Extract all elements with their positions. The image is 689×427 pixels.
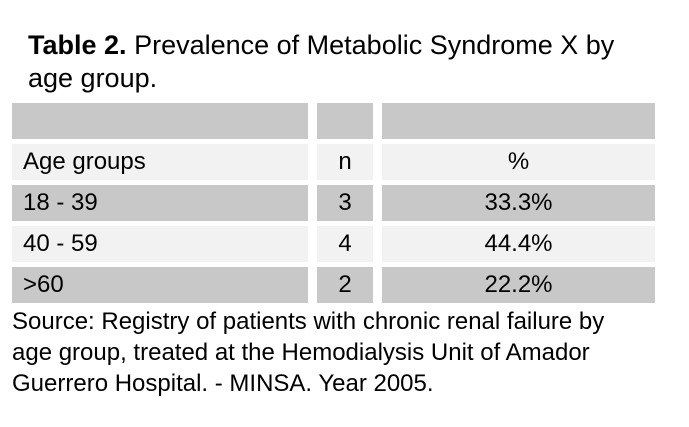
cell-age-group: >60 (12, 267, 308, 303)
header-cell-percent: % (382, 144, 655, 180)
table-caption-line2: age group. (28, 63, 158, 93)
cell-percent: 44.4% (382, 226, 655, 262)
table-spacer-row (12, 103, 655, 139)
prevalence-table: Age groups n % 18 - 39 3 33.3% 40 - 59 4… (12, 103, 655, 308)
table-caption-text: Prevalence of Metabolic Syndrome X by (134, 30, 615, 60)
header-cell-age-groups: Age groups (12, 144, 308, 180)
table-row: 18 - 39 3 33.3% (12, 185, 655, 221)
spacer-cell-percent (382, 103, 655, 139)
source-note-line: age group, treated at the Hemodialysis U… (12, 339, 590, 366)
cell-percent: 33.3% (382, 185, 655, 221)
source-note-line: Source: Registry of patients with chroni… (12, 308, 605, 335)
cell-percent: 22.2% (382, 267, 655, 303)
header-cell-n: n (317, 144, 373, 180)
source-note-line: Guerrero Hospital. - MINSA. Year 2005. (12, 370, 434, 397)
cell-n: 2 (317, 267, 373, 303)
source-note: Source: Registry of patients with chroni… (12, 306, 684, 399)
cell-n: 4 (317, 226, 373, 262)
spacer-cell-n (317, 103, 373, 139)
cell-n: 3 (317, 185, 373, 221)
spacer-cell-age (12, 103, 308, 139)
table-header-row: Age groups n % (12, 144, 655, 180)
table-caption: Table 2. Prevalence of Metabolic Syndrom… (28, 29, 676, 95)
table-caption-number: Table 2. (28, 30, 127, 60)
table-row: 40 - 59 4 44.4% (12, 226, 655, 262)
cell-age-group: 40 - 59 (12, 226, 308, 262)
cell-age-group: 18 - 39 (12, 185, 308, 221)
table-row: >60 2 22.2% (12, 267, 655, 303)
